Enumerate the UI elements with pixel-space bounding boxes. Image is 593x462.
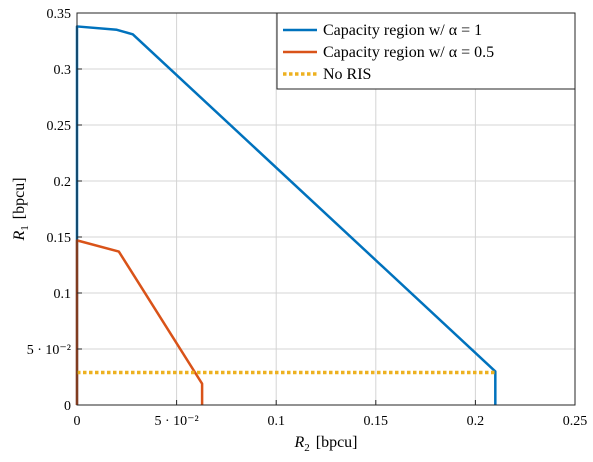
y-tick-label: 0.1 bbox=[54, 287, 72, 302]
y-axis-label: R1[bpcu] bbox=[11, 177, 31, 241]
y-tick-label: 0.2 bbox=[54, 175, 72, 190]
tick-labels: 0 5 · 10⁻² 0.1 0.15 0.2 0.25 0 5 · 10⁻² 0.1 0.15 0… bbox=[27, 7, 588, 429]
y-tick-label: 0.15 bbox=[47, 231, 72, 246]
legend: Capacity region w/ α = 1 Capacity region … bbox=[276, 12, 576, 90]
y-tick-label: 0 bbox=[64, 399, 71, 414]
y-tick-label: 0.25 bbox=[47, 119, 72, 134]
x-tick-label: 5 · 10⁻² bbox=[154, 414, 198, 429]
x-tick-label: 0.1 bbox=[267, 414, 285, 429]
x-axis-label: R2 [bpcu] bbox=[293, 434, 357, 454]
x-tick-label: 0.15 bbox=[364, 414, 389, 429]
y-tick-label: 5 · 10⁻² bbox=[27, 343, 71, 358]
legend-entry-label: No RIS bbox=[323, 66, 371, 83]
x-tick-label: 0.2 bbox=[467, 414, 485, 429]
y-tick-label: 0.3 bbox=[54, 63, 72, 78]
legend-entry-label: Capacity region w/ α = 0.5 bbox=[323, 44, 494, 61]
legend-entry-label: Capacity region w/ α = 1 bbox=[323, 22, 482, 39]
x-tick-label: 0.25 bbox=[563, 414, 588, 429]
legend-box bbox=[276, 12, 576, 90]
x-tick-label: 0 bbox=[74, 414, 81, 429]
y-tick-label: 0.35 bbox=[47, 7, 72, 22]
